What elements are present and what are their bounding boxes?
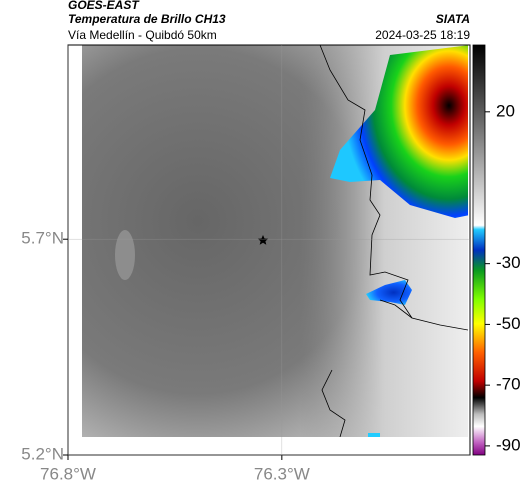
colorbar-tick-label: 20 xyxy=(496,101,515,120)
x-tick-label: 76.3°W xyxy=(254,464,310,483)
org: SIATA xyxy=(436,12,470,26)
imagery xyxy=(82,45,468,437)
colorbar-tick-label: -50 xyxy=(496,314,521,333)
x-tick-label: 76.8°W xyxy=(40,464,96,483)
colorbar-tick-label: -90 xyxy=(496,435,521,454)
colorbar-tick-label: -30 xyxy=(496,253,521,272)
colorbar-tick-label: -70 xyxy=(496,375,521,394)
y-tick-label: 5.2°N xyxy=(21,444,64,463)
source: GOES-EAST xyxy=(68,0,140,12)
y-tick-label: 5.7°N xyxy=(21,229,64,248)
timestamp: 2024-03-25 18:19 xyxy=(375,28,470,42)
title: Temperatura de Brillo CH13 xyxy=(68,12,226,26)
colorbar xyxy=(472,44,486,456)
region: Vía Medellín - Quibdó 50km xyxy=(68,28,217,42)
